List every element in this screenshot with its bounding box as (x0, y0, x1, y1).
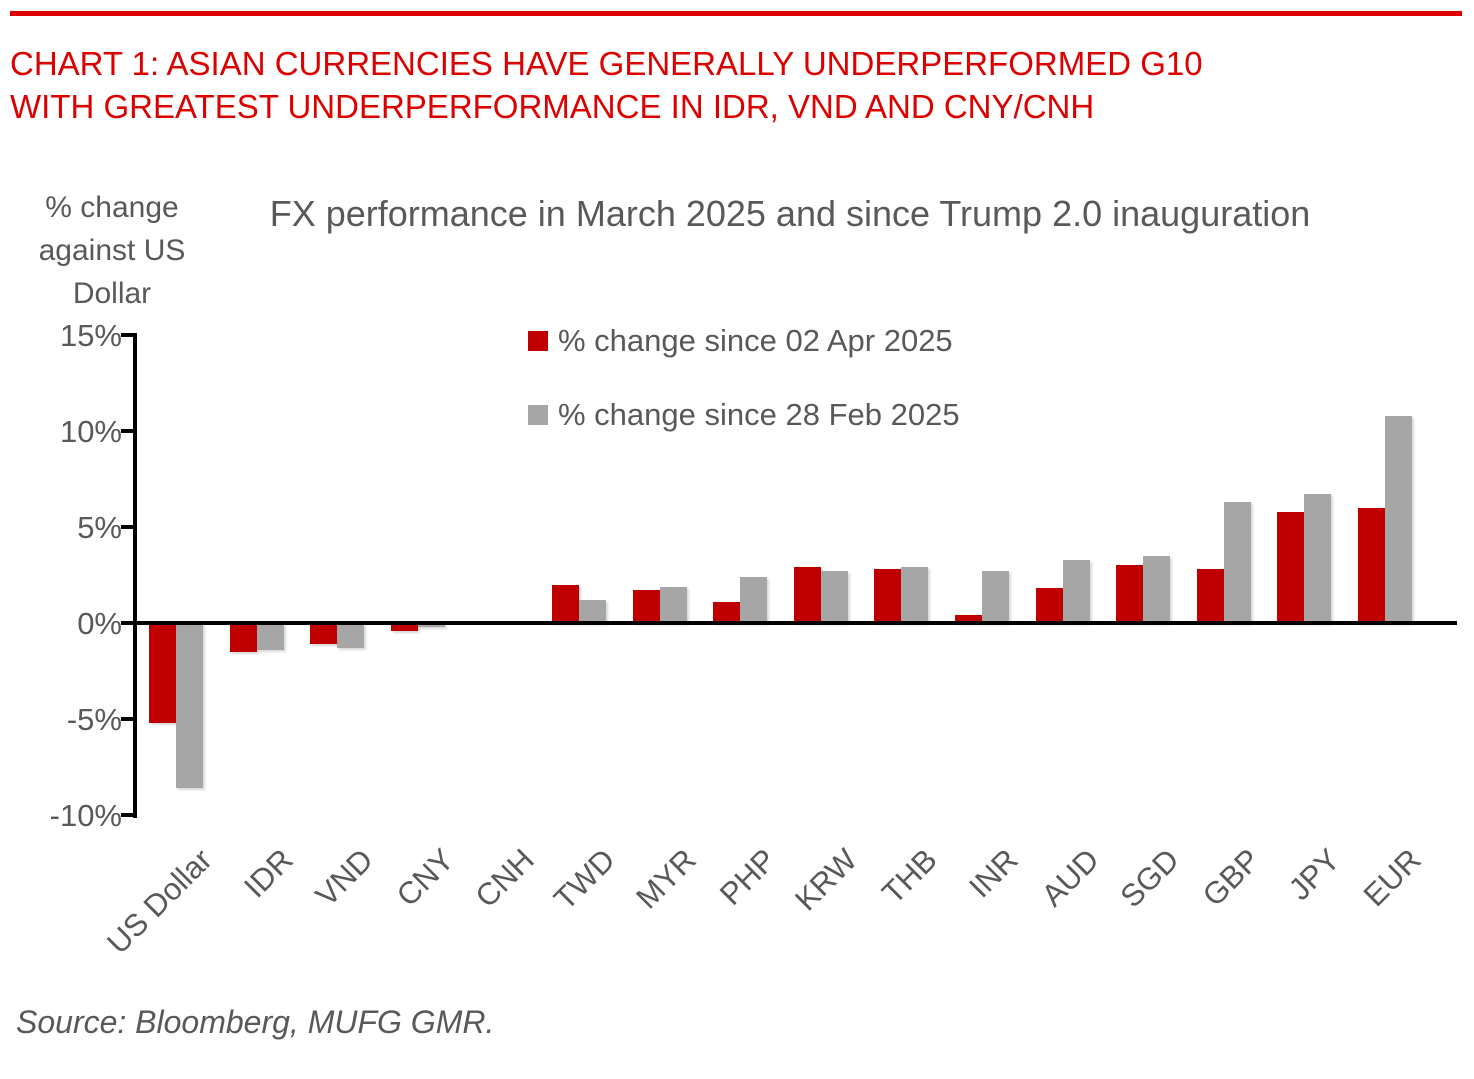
bar-apr-eur (1358, 507, 1385, 623)
bar-apr-sgd (1116, 565, 1144, 623)
y-tick-label-10%: 10% (59, 414, 122, 449)
x-label-thb: THB (875, 842, 945, 911)
x-label-twd: TWD (547, 842, 622, 917)
top-red-rule (10, 11, 1462, 16)
x-label-inr: INR (962, 842, 1025, 905)
y-tick-label--5%: -5% (66, 702, 122, 737)
bar-feb-inr (982, 571, 1009, 623)
y-tick-label--10%: -10% (49, 798, 122, 833)
y-tick-label-15%: 15% (59, 318, 122, 353)
y-tick-mark--5% (121, 717, 137, 721)
bar-apr-gbp (1196, 569, 1224, 623)
x-label-idr: IDR (236, 842, 300, 905)
bar-apr-jpy (1277, 511, 1305, 623)
legend-label-apr: % change since 02 Apr 2025 (558, 323, 953, 358)
x-label-myr: MYR (628, 842, 703, 916)
x-label-aud: AUD (1034, 842, 1106, 914)
x-label-gbp: GBP (1195, 842, 1267, 914)
bar-apr-cny (390, 623, 418, 631)
bar-apr-us-dollar (149, 623, 176, 723)
bar-feb-aud (1062, 559, 1090, 623)
x-label-cnh: CNH (468, 842, 542, 915)
bar-feb-idr (256, 623, 284, 650)
y-tick-label-5%: 5% (77, 510, 122, 545)
y-tick-mark-5% (121, 525, 137, 529)
bar-apr-myr (632, 590, 660, 623)
bar-feb-krw (820, 571, 848, 623)
legend-marker-grey (528, 405, 548, 425)
x-label-krw: KRW (788, 842, 864, 918)
bar-apr-twd (552, 584, 579, 623)
legend-item-apr: % change since 02 Apr 2025 (528, 323, 953, 358)
legend-item-feb: % change since 28 Feb 2025 (528, 397, 960, 432)
y-tick-label-0%: 0% (77, 606, 122, 641)
bar-feb-myr (659, 586, 687, 623)
zero-baseline (133, 621, 1457, 625)
legend-marker-red (528, 331, 548, 351)
x-label-sgd: SGD (1113, 842, 1186, 915)
y-axis-line (133, 333, 137, 818)
bar-feb-vnd (337, 623, 365, 648)
y-tick-mark-0% (121, 621, 137, 625)
bar-apr-vnd (310, 623, 338, 645)
bar-apr-aud (1035, 588, 1063, 623)
bar-feb-thb (901, 567, 929, 623)
bar-apr-idr (229, 623, 257, 652)
x-label-cny: CNY (389, 842, 461, 914)
legend-label-feb: % change since 28 Feb 2025 (558, 397, 960, 432)
x-label-jpy: JPY (1282, 842, 1348, 907)
chart-header-line2: WITH GREATEST UNDERPERFORMANCE IN IDR, V… (10, 88, 1095, 125)
x-label-us-dollar: US Dollar (100, 842, 219, 961)
bar-apr-php (713, 601, 741, 623)
bar-apr-krw (793, 567, 821, 623)
y-tick-mark--10% (121, 813, 137, 817)
x-label-php: PHP (713, 842, 783, 912)
bar-feb-us-dollar (176, 623, 203, 789)
x-label-vnd: VND (308, 842, 380, 914)
bar-feb-jpy (1304, 494, 1332, 623)
y-tick-mark-15% (121, 333, 137, 337)
x-label-eur: EUR (1356, 842, 1428, 914)
chart-header: CHART 1: ASIAN CURRENCIES HAVE GENERALLY… (10, 42, 1470, 128)
chart-header-line1: CHART 1: ASIAN CURRENCIES HAVE GENERALLY… (10, 45, 1203, 82)
bar-feb-sgd (1143, 555, 1171, 623)
bar-feb-eur (1385, 415, 1412, 623)
source-note: Source: Bloomberg, MUFG GMR. (16, 1004, 495, 1040)
bar-feb-php (740, 576, 768, 623)
bar-feb-gbp (1223, 502, 1251, 623)
figure-title: FX performance in March 2025 and since T… (269, 193, 1311, 234)
bar-apr-inr (955, 615, 982, 623)
bar-feb-twd (579, 599, 606, 623)
bar-apr-thb (874, 569, 902, 623)
y-tick-mark-10% (121, 429, 137, 433)
y-axis-caption: % change against US Dollar (38, 191, 186, 310)
